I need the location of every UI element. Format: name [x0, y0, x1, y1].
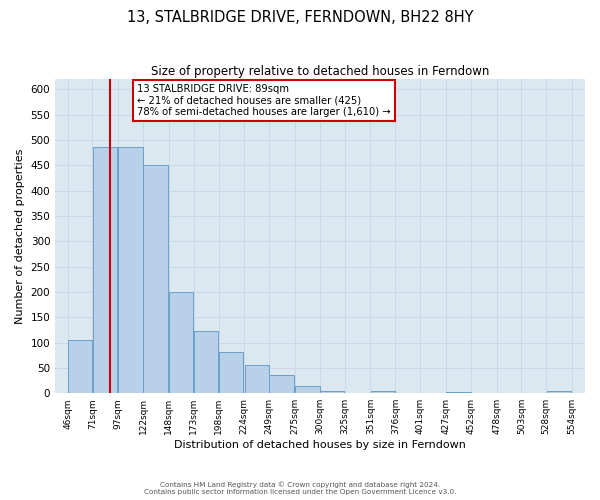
Bar [320, 390, 344, 393]
Bar [92, 146, 117, 393]
Text: 13 STALBRIDGE DRIVE: 89sqm
← 21% of detached houses are smaller (425)
78% of sem: 13 STALBRIDGE DRIVE: 89sqm ← 21% of deta… [137, 84, 391, 117]
Bar [446, 392, 470, 393]
Title: Size of property relative to detached houses in Ferndown: Size of property relative to detached ho… [151, 65, 489, 78]
Bar [295, 386, 320, 393]
Y-axis label: Number of detached properties: Number of detached properties [15, 148, 25, 324]
X-axis label: Distribution of detached houses by size in Ferndown: Distribution of detached houses by size … [174, 440, 466, 450]
Text: Contains HM Land Registry data © Crown copyright and database right 2024.
Contai: Contains HM Land Registry data © Crown c… [144, 482, 456, 495]
Bar [219, 352, 243, 393]
Bar [68, 340, 92, 393]
Bar [547, 390, 571, 393]
Bar [169, 292, 193, 393]
Bar [269, 376, 294, 393]
Bar [245, 366, 269, 393]
Bar [194, 332, 218, 393]
Bar [371, 390, 395, 393]
Bar [118, 146, 143, 393]
Text: 13, STALBRIDGE DRIVE, FERNDOWN, BH22 8HY: 13, STALBRIDGE DRIVE, FERNDOWN, BH22 8HY [127, 10, 473, 25]
Bar [143, 166, 167, 393]
Bar [345, 392, 369, 393]
